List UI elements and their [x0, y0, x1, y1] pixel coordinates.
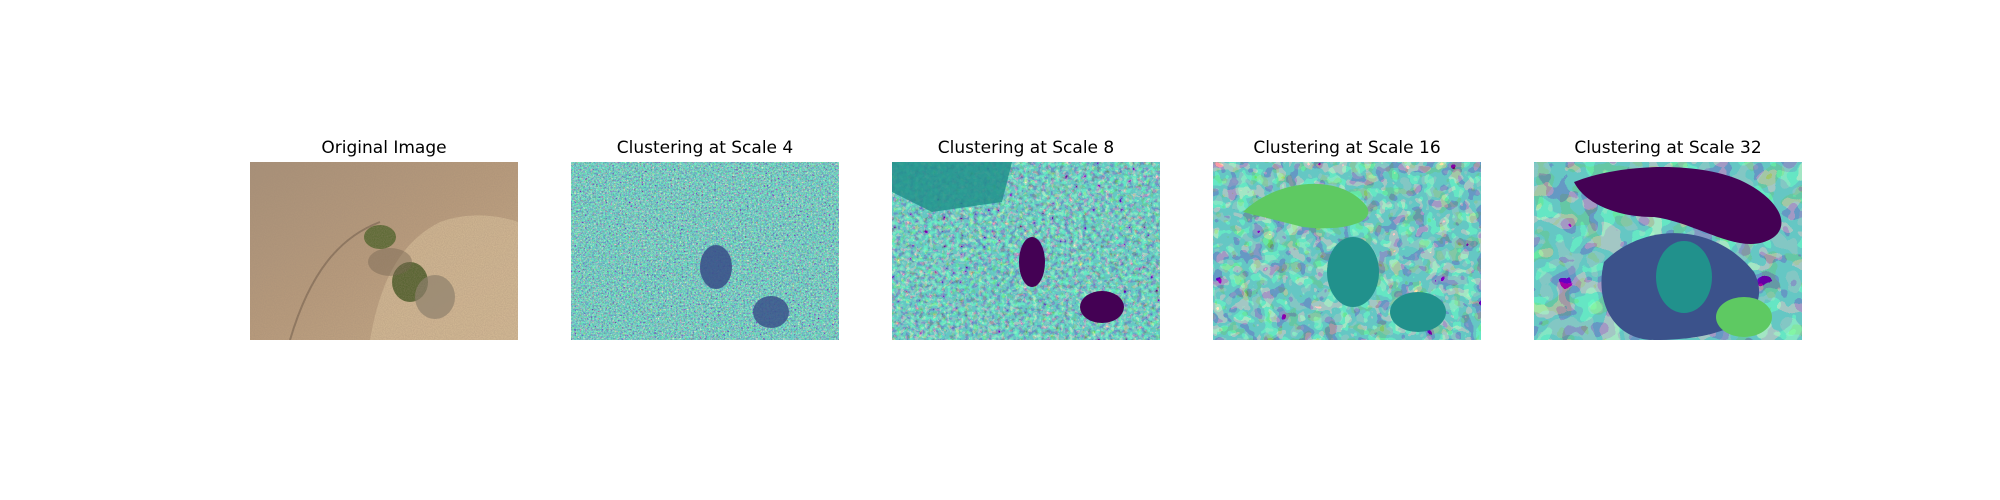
- panel-scale-4: Clustering at Scale 4: [571, 138, 839, 342]
- panel-title: Original Image: [321, 138, 447, 158]
- panel-title: Clustering at Scale 8: [937, 138, 1115, 158]
- cluster-map-scale-32: [1534, 162, 1802, 340]
- panel-scale-8: Clustering at Scale 8: [892, 138, 1160, 342]
- cluster-map-scale-4: [571, 162, 839, 340]
- original-image: [250, 162, 518, 340]
- panel-title: Clustering at Scale 4: [616, 138, 794, 158]
- panel-original: Original Image: [250, 138, 518, 342]
- panel-scale-16: Clustering at Scale 16: [1213, 138, 1481, 342]
- cluster-map-scale-8: [892, 162, 1160, 340]
- panel-title: Clustering at Scale 32: [1574, 138, 1762, 158]
- panel-scale-32: Clustering at Scale 32: [1534, 138, 1802, 342]
- cluster-map-scale-16: [1213, 162, 1481, 340]
- panel-title: Clustering at Scale 16: [1253, 138, 1441, 158]
